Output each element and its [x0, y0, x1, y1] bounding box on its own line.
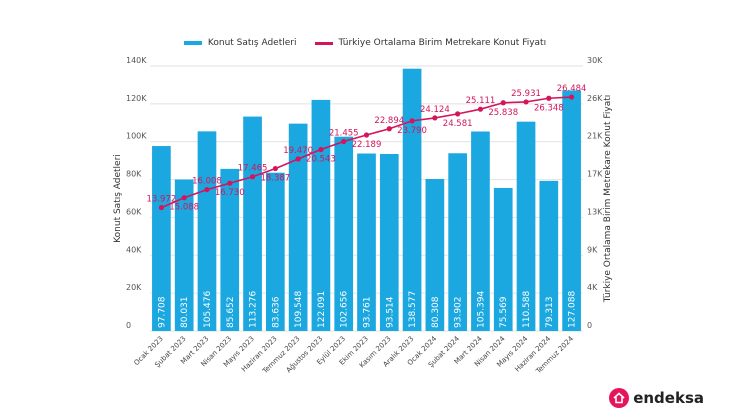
price-value-label: 16.730 — [215, 188, 245, 198]
price-point — [341, 139, 346, 144]
price-value-label: 24.581 — [443, 119, 473, 129]
y-right-tick-label: 4K — [587, 283, 598, 292]
price-point — [546, 96, 551, 101]
price-value-label: 16.008 — [192, 177, 222, 187]
price-point — [159, 205, 164, 210]
y-left-tick-label: 140K — [126, 56, 147, 65]
price-point — [204, 187, 209, 192]
price-value-label: 22.189 — [352, 140, 382, 150]
y-left-tick-label: 0 — [126, 321, 131, 330]
brand-name: endeksa — [633, 389, 704, 407]
y-right-tick-label: 13K — [587, 207, 603, 216]
price-point — [432, 115, 437, 120]
price-value-label: 15.088 — [169, 203, 199, 213]
bar-value-label: 79.313 — [545, 297, 555, 329]
y-left-tick-label: 120K — [126, 94, 147, 103]
bar-value-label: 85.652 — [226, 297, 236, 329]
y-right-tick-label: 0 — [587, 321, 592, 330]
bar-value-label: 105.476 — [203, 291, 213, 328]
price-point — [387, 126, 392, 131]
bar-value-label: 83.636 — [271, 296, 281, 328]
y-left-tick-label: 60K — [126, 207, 142, 216]
bar-value-label: 122.091 — [317, 291, 327, 328]
bar-value-label: 93.514 — [385, 296, 395, 328]
bar-value-label: 127.088 — [568, 291, 578, 328]
price-point — [523, 99, 528, 104]
bar-value-label: 80.308 — [431, 296, 441, 328]
price-value-label: 18.387 — [260, 174, 290, 184]
price-point — [478, 107, 483, 112]
bar-value-label: 93.902 — [454, 297, 464, 329]
y-right-tick-label: 9K — [587, 245, 598, 254]
price-value-label: 26.484 — [557, 84, 587, 94]
price-point — [250, 174, 255, 179]
price-value-label: 22.894 — [374, 116, 404, 126]
price-point — [227, 181, 232, 186]
y-left-tick-label: 40K — [126, 245, 142, 254]
y-right-tick-label: 30K — [587, 56, 603, 65]
bar-value-label: 138.577 — [408, 291, 418, 328]
y-left-tick-label: 20K — [126, 283, 142, 292]
bar-value-label: 102.656 — [340, 291, 350, 328]
y-right-tick-label: 17K — [587, 170, 603, 179]
bar-value-label: 110.588 — [522, 291, 532, 328]
bar-value-label: 80.031 — [180, 297, 190, 329]
price-value-label: 25.838 — [488, 108, 518, 118]
price-value-label: 21.455 — [329, 128, 359, 138]
price-point — [296, 156, 301, 161]
bar-value-label: 105.394 — [476, 291, 486, 328]
bar-value-label: 97.708 — [157, 296, 167, 328]
price-value-label: 20.543 — [306, 155, 336, 165]
price-point — [273, 166, 278, 171]
price-value-label: 24.124 — [420, 105, 450, 115]
price-point — [364, 132, 369, 137]
y-left-axis-title: Konut Satış Adetleri — [113, 154, 123, 243]
y-right-axis-title: Türkiye Ortalama Birim Metrekare Konut F… — [603, 95, 613, 304]
y-left-tick-label: 80K — [126, 170, 142, 179]
price-value-label: 25.111 — [466, 96, 496, 106]
bar-value-label: 113.276 — [249, 291, 259, 328]
combo-chart: 0 20K 40K 60K 80K 100K 120K 140K 0 4K 9K 13K 17K 21K 2… — [0, 0, 730, 420]
price-value-label: 17.465 — [238, 164, 268, 174]
price-value-label: 23.790 — [397, 126, 427, 136]
y-left-tick-label: 100K — [126, 132, 147, 141]
bar-value-label: 93.761 — [363, 297, 373, 329]
price-point — [409, 118, 414, 123]
bar-value-label: 109.548 — [294, 291, 304, 328]
price-point — [318, 147, 323, 152]
brand-logo: endeksa — [609, 388, 704, 408]
price-point — [182, 195, 187, 200]
price-point — [455, 111, 460, 116]
price-value-label: 25.931 — [511, 89, 541, 99]
price-point — [569, 94, 574, 99]
price-value-label: 26.348 — [534, 103, 564, 113]
price-point — [501, 100, 506, 105]
bar-value-label: 75.569 — [499, 296, 509, 328]
house-icon — [609, 388, 629, 408]
y-right-tick-label: 26K — [587, 94, 603, 103]
y-right-tick-label: 21K — [587, 132, 603, 141]
